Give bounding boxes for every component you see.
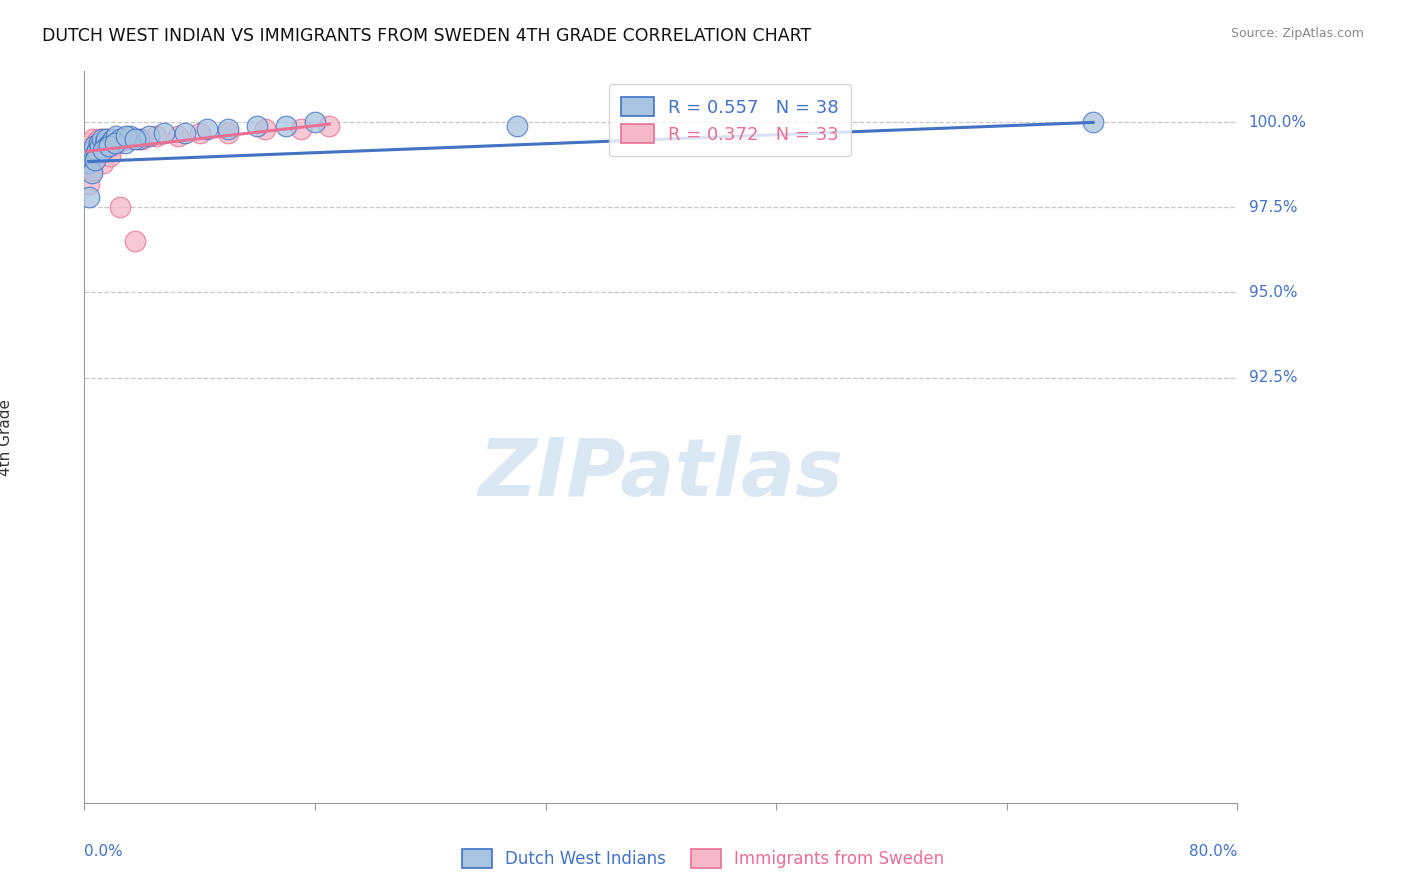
Point [94, 132, 117, 146]
Point [110, 132, 132, 146]
Point [77, 156, 100, 170]
Point [86, 143, 108, 157]
Text: DUTCH WEST INDIAN VS IMMIGRANTS FROM SWEDEN 4TH GRADE CORRELATION CHART: DUTCH WEST INDIAN VS IMMIGRANTS FROM SWE… [42, 27, 811, 45]
Point [87, 132, 110, 146]
Point [86, 139, 108, 153]
Point [90, 136, 112, 150]
Point [124, 235, 146, 249]
Text: 95.0%: 95.0% [1249, 285, 1298, 300]
Point [318, 119, 340, 133]
Point [188, 126, 211, 140]
Point [1083, 115, 1105, 129]
Point [218, 126, 240, 140]
Point [82, 132, 104, 146]
Point [124, 132, 146, 146]
Point [246, 119, 269, 133]
Point [304, 115, 326, 129]
Text: 0.0%: 0.0% [84, 844, 124, 859]
Point [79, 190, 101, 204]
Point [152, 126, 174, 140]
Point [79, 136, 101, 150]
Point [83, 143, 105, 157]
Text: 100.0%: 100.0% [1249, 115, 1306, 130]
Point [76, 143, 98, 157]
Point [77, 139, 100, 153]
Point [84, 153, 107, 167]
Point [94, 132, 117, 146]
Point [174, 126, 197, 140]
Point [105, 128, 128, 143]
Point [218, 122, 240, 136]
Point [276, 119, 298, 133]
Point [87, 136, 110, 150]
Point [104, 136, 127, 150]
Point [82, 163, 104, 178]
Point [89, 143, 111, 157]
Point [84, 136, 107, 150]
Text: 4th Grade: 4th Grade [0, 399, 13, 475]
Point [84, 146, 107, 161]
Legend: Dutch West Indians, Immigrants from Sweden: Dutch West Indians, Immigrants from Swed… [456, 843, 950, 875]
Point [79, 149, 101, 163]
Point [84, 153, 107, 167]
Point [96, 139, 118, 153]
Point [82, 166, 104, 180]
Point [90, 132, 112, 146]
Point [80, 146, 103, 161]
Point [89, 139, 111, 153]
Point [97, 139, 120, 153]
Point [120, 132, 142, 146]
Point [114, 136, 136, 150]
Text: ZIPatlas: ZIPatlas [478, 434, 844, 513]
Point [290, 122, 312, 136]
Point [110, 201, 132, 215]
Point [98, 136, 121, 150]
Text: 80.0%: 80.0% [1189, 844, 1237, 859]
Text: 97.5%: 97.5% [1249, 200, 1298, 215]
Point [91, 143, 114, 157]
Point [103, 132, 124, 146]
Text: Source: ZipAtlas.com: Source: ZipAtlas.com [1230, 27, 1364, 40]
Point [253, 122, 276, 136]
Point [138, 128, 160, 143]
Point [114, 132, 136, 146]
Point [79, 177, 101, 191]
Point [82, 143, 104, 157]
Point [107, 136, 129, 150]
Point [115, 128, 138, 143]
Point [97, 136, 120, 150]
Point [120, 128, 142, 143]
Point [103, 139, 124, 153]
Point [93, 139, 115, 153]
Point [128, 132, 150, 146]
Point [93, 136, 115, 150]
Point [80, 149, 103, 163]
Point [83, 139, 105, 153]
Point [506, 119, 529, 133]
Legend: R = 0.557   N = 38, R = 0.372   N = 33: R = 0.557 N = 38, R = 0.372 N = 33 [609, 84, 852, 156]
Point [195, 122, 218, 136]
Point [98, 149, 121, 163]
Point [167, 128, 190, 143]
Point [131, 132, 153, 146]
Text: 92.5%: 92.5% [1249, 370, 1298, 385]
Point [145, 128, 167, 143]
Point [91, 156, 114, 170]
